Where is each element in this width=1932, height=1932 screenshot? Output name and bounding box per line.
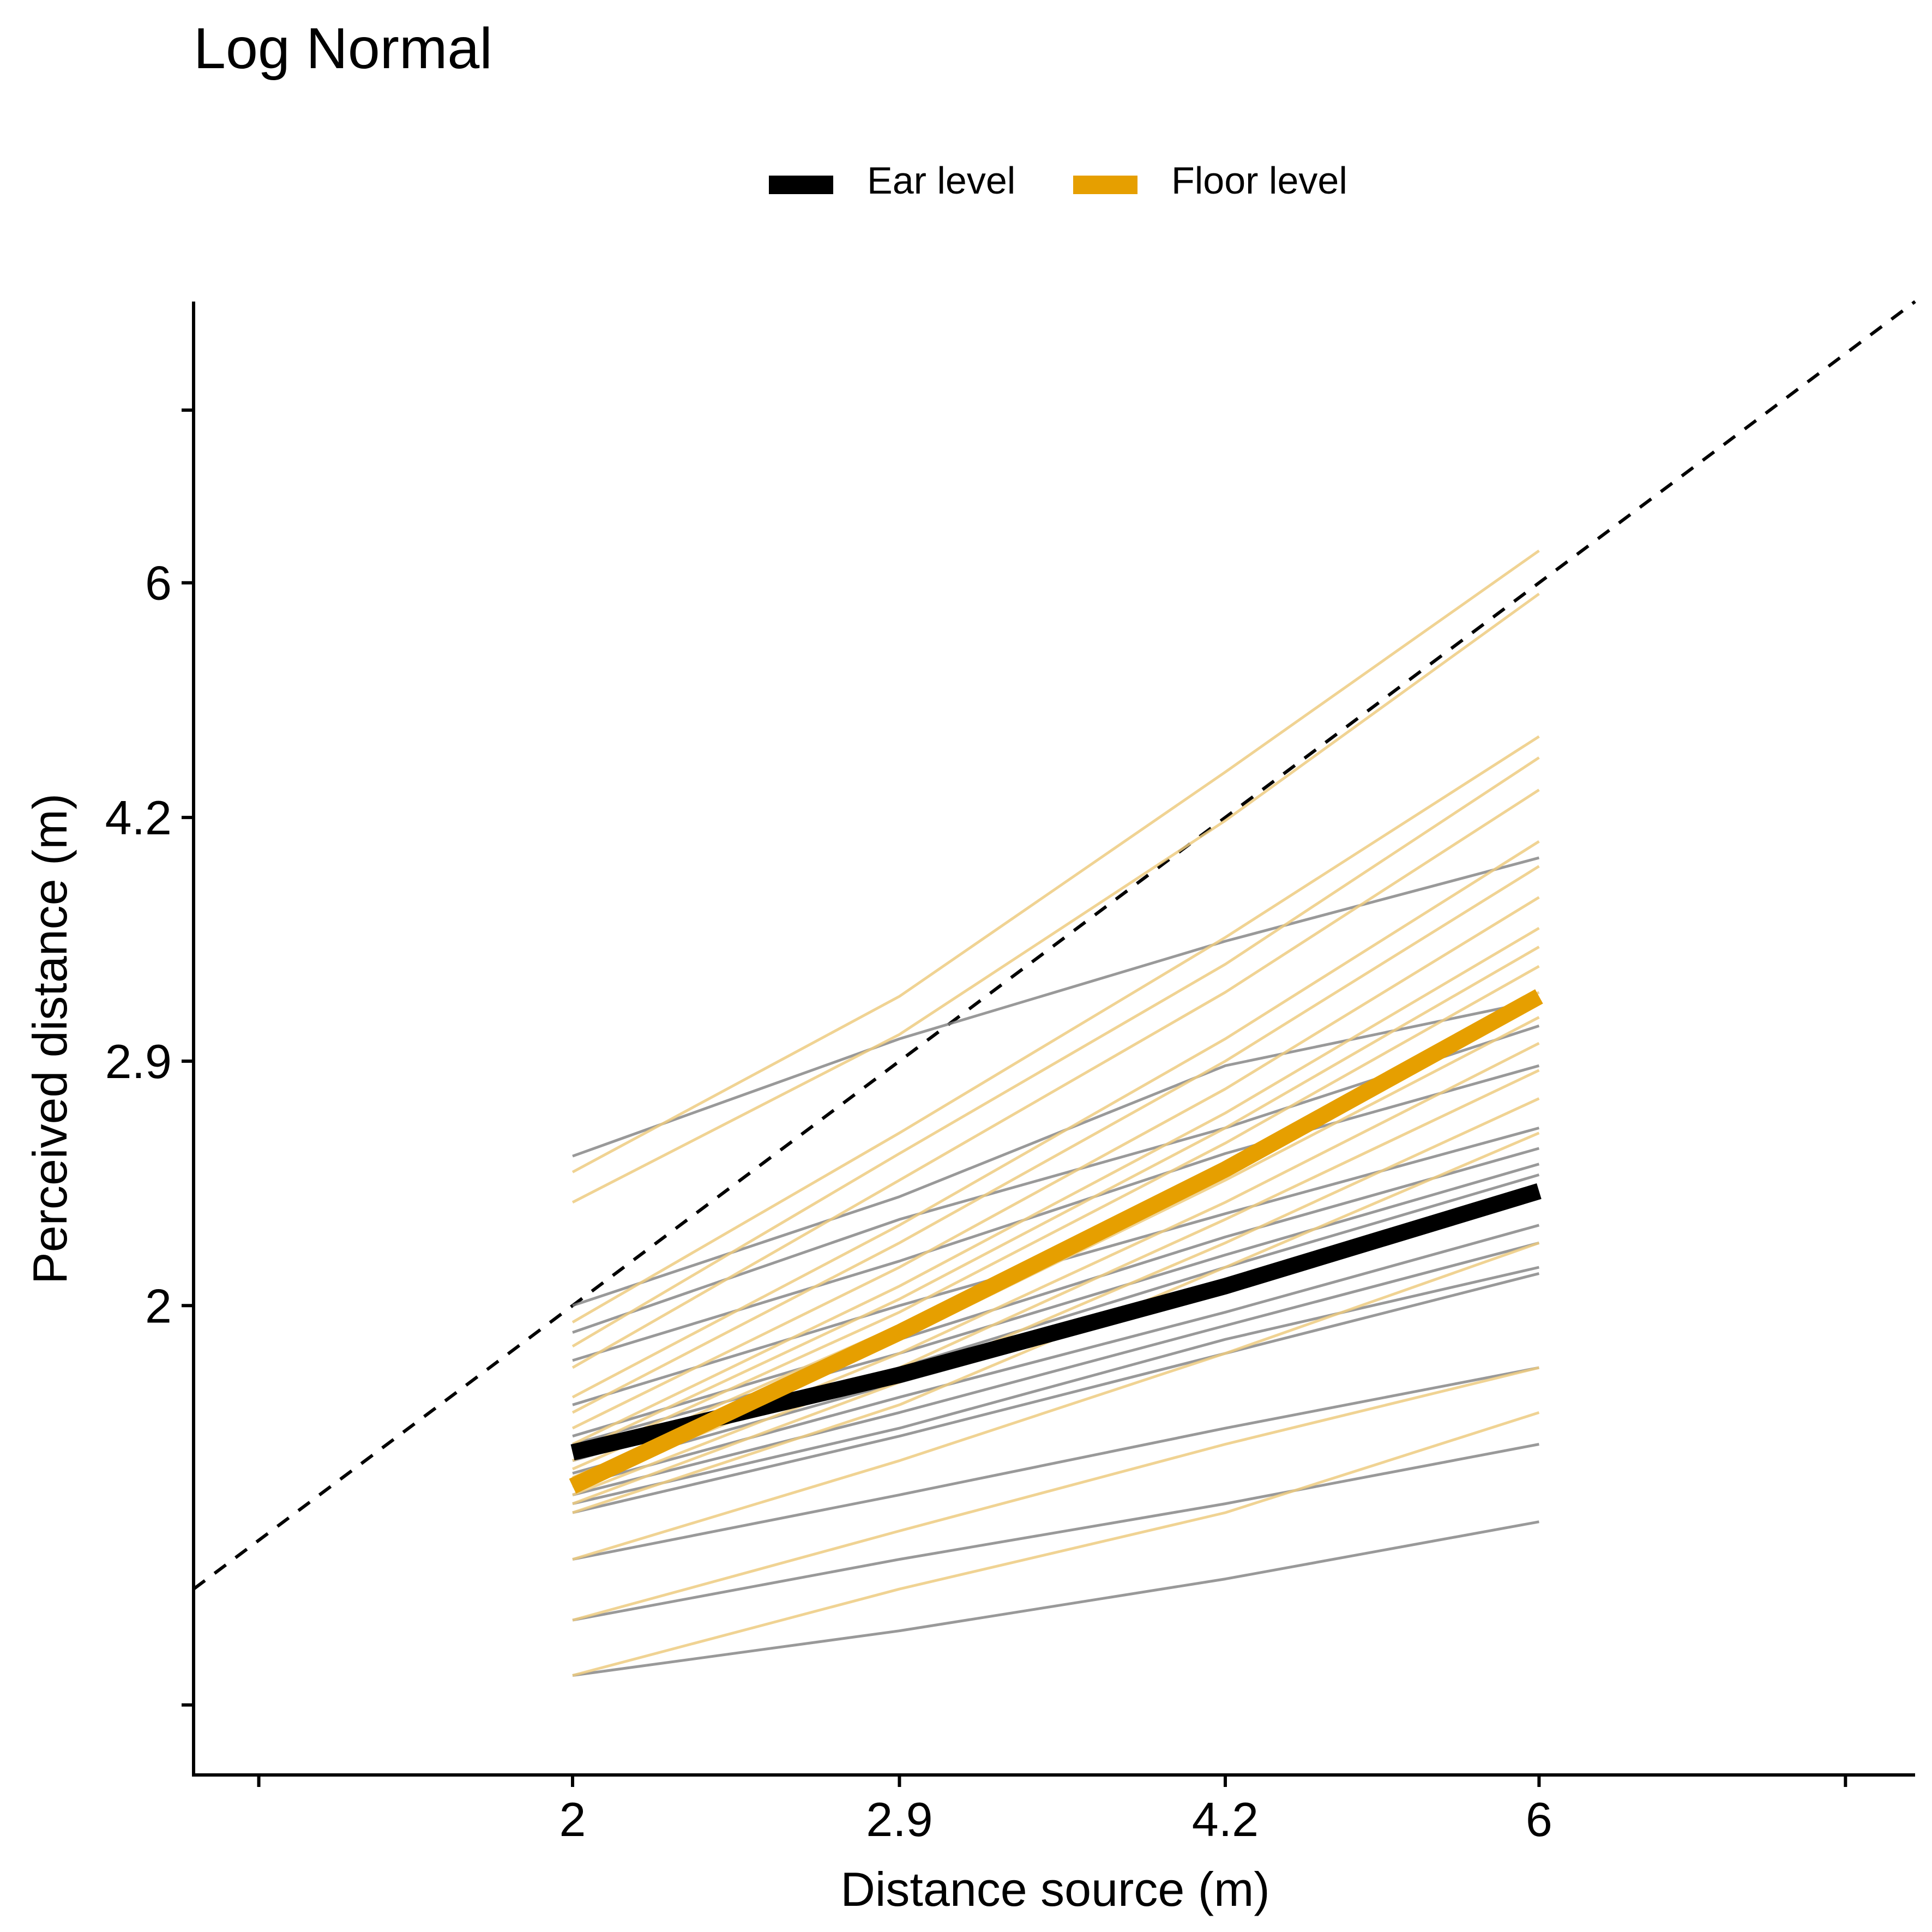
floor-level-individual-line-33: [572, 1097, 1540, 1505]
ear-level-individual-line-2: [572, 856, 1540, 1158]
x-tick-label-1: 2.9: [866, 1792, 932, 1846]
y-tick-label-0: 2: [145, 1279, 172, 1333]
ear-level-individual-line-14: [572, 1272, 1540, 1514]
x-tick-label-0: 2: [559, 1792, 586, 1846]
identity-reference-line: [192, 300, 1916, 1591]
floor-level-individual-line-20: [571, 735, 1540, 1323]
axes: 2 2.9 4.2 6 2 2.9 4.2 6: [105, 408, 1847, 1846]
ear-level-individual-line-17: [572, 1520, 1539, 1677]
y-axis-label: Perceived distance (m): [23, 793, 77, 1284]
ear-level-individual-line-12: [572, 1241, 1540, 1496]
y-tick-label-3: 6: [145, 556, 172, 610]
floor-level-individual-line-27: [571, 946, 1540, 1454]
legend-label-ear-level: Ear level: [867, 159, 1015, 202]
floor-level-individual-line-22: [571, 789, 1540, 1369]
floor-level-mean-line: [569, 989, 1543, 1494]
legend: Ear level Floor level: [769, 159, 1347, 202]
ear-level-individual-line-7: [572, 1147, 1540, 1438]
x-axis-label: Distance source (m): [840, 1862, 1269, 1916]
legend-label-floor-level: Floor level: [1171, 159, 1347, 202]
x-tick-label-2: 4.2: [1192, 1792, 1259, 1846]
floor-level-individual-line-19: [571, 592, 1540, 1204]
floor-level-individual-line-26: [571, 926, 1540, 1446]
legend-key-floor-level: [1073, 176, 1137, 194]
floor-level-individual-line-36: [572, 1411, 1540, 1677]
legend-key-ear-level: [769, 176, 833, 194]
floor-level-individual-line-32: [572, 1069, 1540, 1496]
chart-title: Log Normal: [194, 16, 492, 81]
y-tick-label-1: 2.9: [105, 1034, 172, 1088]
ear-level-individual-line-15: [572, 1366, 1539, 1561]
floor-level-individual-line-24: [571, 865, 1540, 1414]
floor-level-individual-line-28: [571, 965, 1540, 1462]
plot-area: [192, 300, 1916, 1677]
y-tick-label-2: 4.2: [105, 791, 172, 845]
floor-level-individual-line-25: [571, 896, 1540, 1430]
x-tick-label-3: 6: [1526, 1792, 1552, 1846]
floor-level-individual-line-18: [571, 549, 1540, 1173]
floor-level-individual-line-35: [572, 1241, 1540, 1561]
floor-level-individual-line-21: [571, 756, 1540, 1348]
ear-level-individual-line-16: [572, 1443, 1539, 1622]
ear-level-individual-line-13: [572, 1266, 1539, 1506]
floor-level-individual-line-23: [571, 840, 1540, 1399]
floor-level-individual-line-37: [572, 1366, 1539, 1622]
